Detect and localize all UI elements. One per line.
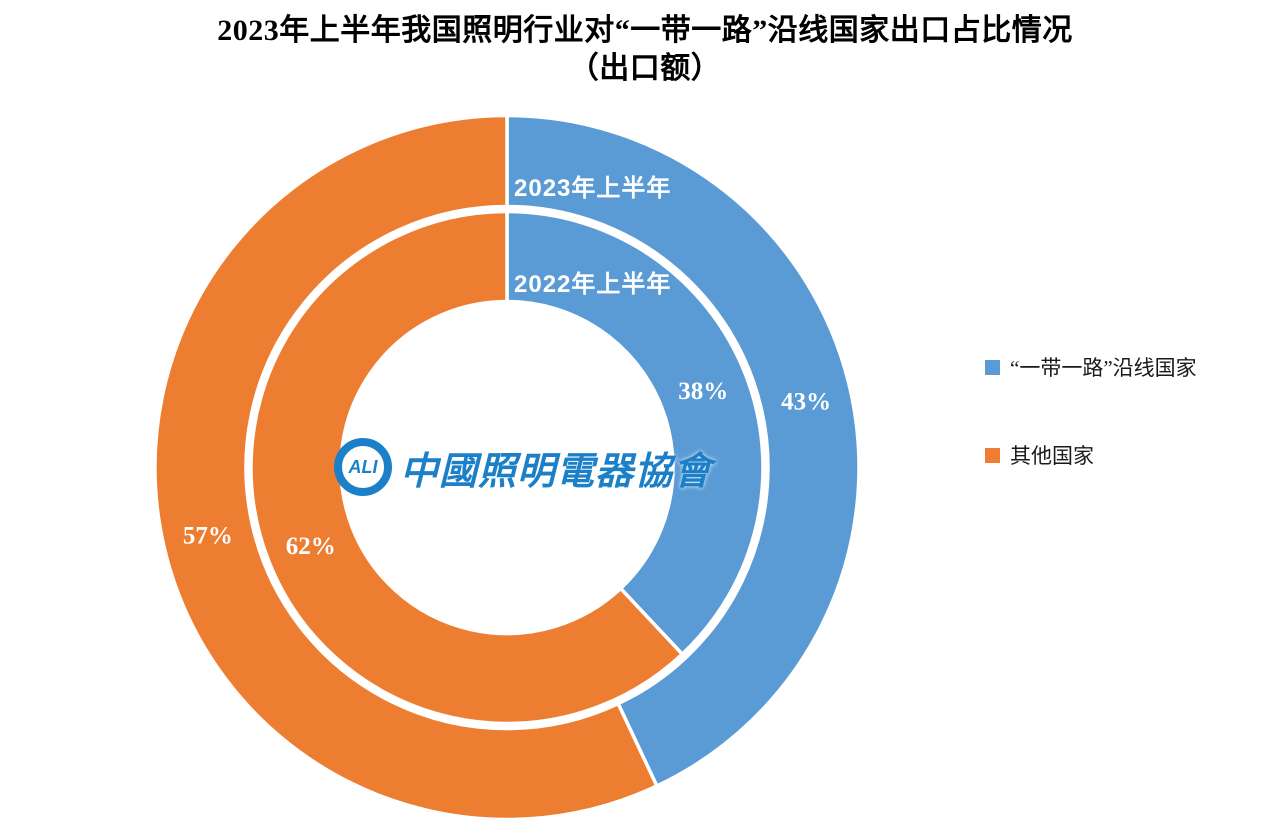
legend-swatch-orange-icon bbox=[985, 447, 1000, 463]
legend-item-belt-and-road[interactable]: “一带一路”沿线国家 bbox=[985, 352, 1197, 382]
slice-percent-label: 38% bbox=[678, 378, 728, 405]
legend-label-other-countries: 其他国家 bbox=[1010, 444, 1094, 468]
slice-percent-label: 57% bbox=[183, 522, 233, 549]
slice-percent-label: 62% bbox=[286, 533, 336, 560]
slice-2022年上半年-other[interactable] bbox=[249, 209, 684, 726]
slice-2022年上半年-belt-and-road[interactable] bbox=[505, 209, 765, 656]
legend-label-belt-and-road: “一带一路”沿线国家 bbox=[1010, 356, 1197, 380]
slice-2023年上半年-other[interactable] bbox=[153, 113, 659, 822]
chart-title-line1: 2023年上半年我国照明行业对“一带一路”沿线国家出口占比情况 bbox=[217, 14, 1073, 47]
ring-series-label: 2022年上半年 bbox=[514, 270, 671, 298]
chart-title-line2: （出口额） bbox=[568, 52, 722, 85]
cali-logo-text: ALI bbox=[348, 456, 378, 477]
cali-logo-icon: ALI bbox=[334, 438, 392, 496]
slice-2023年上半年-belt-and-road[interactable] bbox=[505, 113, 861, 788]
watermark-text: 中國照明電器協會 bbox=[400, 450, 713, 493]
chart-title: 2023年上半年我国照明行业对“一带一路”沿线国家出口占比情况 （出口额） bbox=[0, 12, 1280, 88]
legend-item-other-countries[interactable]: 其他国家 bbox=[985, 440, 1094, 470]
watermark-logo: ALI 中國照明電器協會 bbox=[334, 434, 714, 500]
ring-series-label: 2023年上半年 bbox=[514, 174, 671, 202]
legend-swatch-blue-icon bbox=[985, 359, 1000, 375]
slice-percent-label: 43% bbox=[781, 389, 831, 416]
